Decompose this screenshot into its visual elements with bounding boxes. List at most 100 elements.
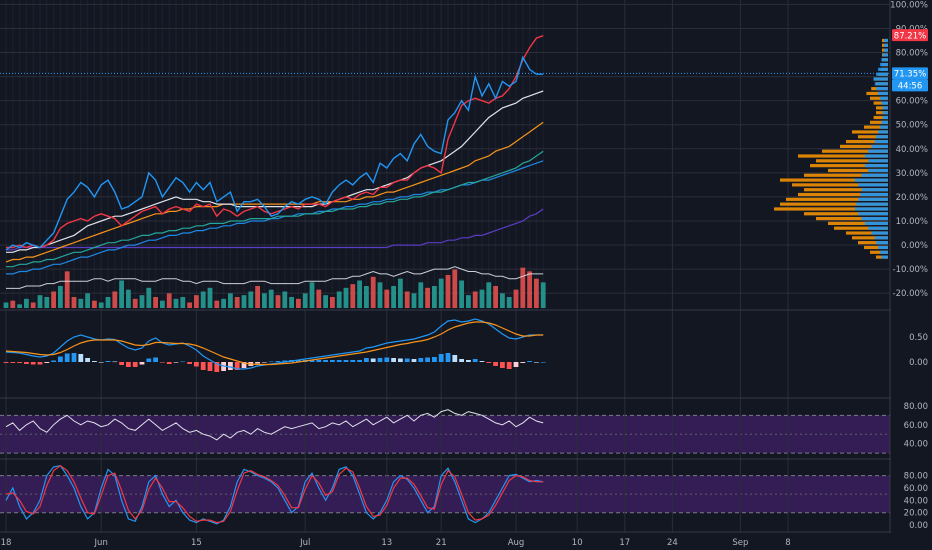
- vp-bar-orange: [774, 207, 888, 211]
- volume-bar: [398, 278, 403, 308]
- macd-histogram-bar: [92, 361, 97, 362]
- vp-bar-blue: [868, 168, 888, 173]
- volume-bar: [479, 289, 485, 308]
- rsi-line: [5, 409, 544, 441]
- price-series-orange: [5, 121, 544, 263]
- vp-bar-blue: [882, 106, 888, 110]
- 0-tick-label: 30.00%: [896, 169, 928, 179]
- time-tick-label: Sep: [732, 538, 748, 548]
- volume-bar: [228, 293, 233, 308]
- macd-histogram-bar: [534, 362, 539, 363]
- 0-tick-label: 0.00%: [901, 241, 928, 251]
- vp-bar-orange: [846, 231, 888, 235]
- macd-histogram-bar: [146, 358, 152, 362]
- volume-bar: [187, 302, 192, 308]
- vp-bar-orange: [804, 212, 888, 216]
- 0-tick-label: 80.00%: [896, 49, 928, 59]
- macd-histogram-bar: [78, 354, 84, 362]
- vp-bar-blue: [881, 255, 888, 259]
- price-pane: [0, 35, 890, 275]
- vp-bar-blue: [880, 250, 888, 254]
- volume-bar: [438, 278, 444, 308]
- stochastic-pane: [5, 464, 544, 525]
- volume-bar: [30, 302, 36, 308]
- vp-bar-blue: [868, 149, 888, 153]
- volume-bar: [112, 291, 118, 308]
- vp-bar-blue: [858, 212, 888, 216]
- price-tag-bg: [892, 29, 928, 42]
- stoch-line-red: [5, 464, 544, 524]
- volume-bar: [126, 289, 131, 308]
- vp-bar-orange: [876, 111, 888, 115]
- vp-bar-blue: [882, 111, 888, 115]
- vp-bar-orange: [804, 188, 888, 192]
- vp-bar-blue: [884, 38, 888, 43]
- macd-histogram-bar: [384, 357, 390, 362]
- vp-bar-blue: [881, 101, 888, 105]
- 0-tick-label: 60.00%: [896, 97, 928, 107]
- macd-histogram-bar: [153, 357, 158, 362]
- macd-line-orange: [5, 321, 544, 366]
- volume-bar: [58, 286, 63, 308]
- volume-bar: [302, 293, 308, 308]
- volume-bar: [153, 297, 158, 308]
- volume-bar: [370, 276, 376, 308]
- vp-bar-orange: [864, 125, 888, 129]
- 0-tick-label: 100.00%: [890, 0, 928, 10]
- grid-lines: [0, 0, 890, 532]
- volume-bar: [432, 286, 437, 308]
- vp-bar-blue: [874, 139, 888, 144]
- vp-bar-orange: [828, 168, 888, 173]
- vp-bar-orange: [816, 216, 888, 221]
- volume-bar: [520, 267, 526, 308]
- vp-bar-blue: [871, 231, 888, 235]
- time-tick-label: Jul: [299, 538, 310, 548]
- vp-bar-blue: [871, 144, 888, 148]
- volume-bar: [527, 271, 532, 308]
- vp-bar-blue: [876, 135, 888, 139]
- vp-bar-blue: [860, 192, 888, 197]
- vp-bar-orange: [873, 115, 888, 120]
- time-tick-label: 8: [785, 538, 790, 548]
- volume-bar: [10, 300, 16, 308]
- volume-bar: [24, 298, 29, 308]
- macd-histogram-bar: [214, 362, 220, 372]
- vp-bar-orange: [858, 241, 888, 245]
- volume-bar: [425, 287, 430, 308]
- macd-histogram-bar: [391, 358, 396, 362]
- macd-histogram-bar: [493, 362, 498, 366]
- vp-bar-orange: [798, 154, 888, 158]
- macd-histogram-bar: [452, 355, 458, 362]
- volume-bar: [472, 291, 478, 308]
- 4-tick-label: 80.00: [904, 472, 928, 482]
- macd-line-blue: [5, 318, 544, 370]
- macd-histogram-bar: [296, 360, 301, 362]
- macd-histogram-bar: [343, 360, 349, 362]
- vp-bar-orange: [858, 135, 888, 139]
- volume-bar: [166, 293, 172, 308]
- macd-histogram-bar: [540, 362, 546, 363]
- price-series-teal: [6, 150, 544, 268]
- macd-histogram-bar: [466, 360, 471, 362]
- time-tick-label: 15: [191, 538, 202, 548]
- volume-bar: [323, 295, 328, 308]
- time-axis[interactable]: 18 Jun 15 Jul 13 21 Aug 10 17 24 Sep 8: [0, 533, 932, 550]
- macd-histogram-bar: [17, 362, 22, 363]
- vp-bar-blue: [880, 62, 888, 67]
- vp-bar-blue: [873, 77, 888, 81]
- vp-bar-orange: [786, 197, 888, 201]
- price-axis[interactable]: 100.00%90.00%80.00%70.00%60.00%50.00%40.…: [890, 0, 932, 550]
- volume-bar: [452, 269, 458, 308]
- time-tick-label: 13: [381, 538, 392, 548]
- macd-histogram-bar: [207, 362, 213, 371]
- vp-bar-blue: [880, 96, 888, 100]
- vp-bar-blue: [868, 159, 888, 163]
- macd-histogram-bar: [126, 362, 131, 367]
- stoch-line-blue: [5, 465, 544, 525]
- vp-bar-orange: [780, 202, 888, 206]
- vp-bar-blue: [881, 58, 888, 62]
- macd-histogram-bar: [377, 358, 383, 362]
- vp-bar-orange: [780, 178, 888, 182]
- volume-bar: [92, 300, 97, 308]
